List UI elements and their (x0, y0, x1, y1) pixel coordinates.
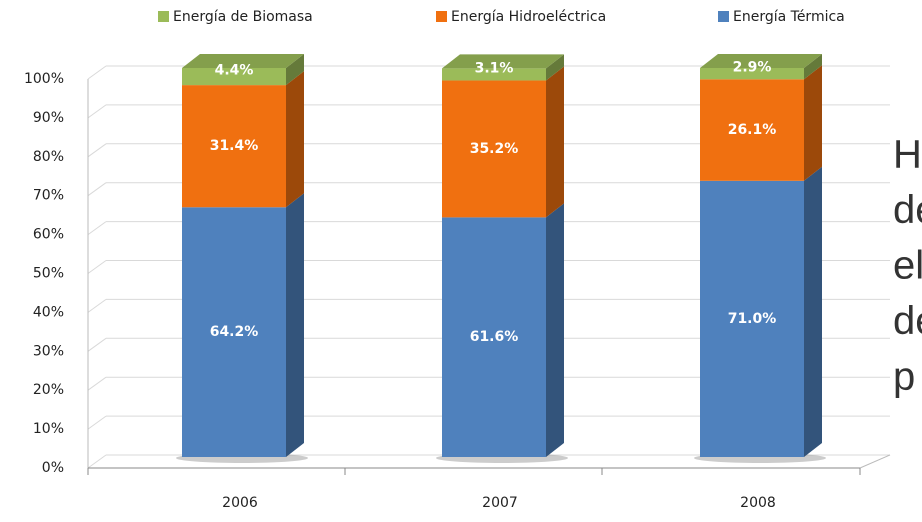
bar-side (546, 66, 564, 218)
bar-segment (182, 85, 286, 208)
value-label: 71.0% (728, 311, 777, 327)
value-label: 64.2% (210, 324, 259, 340)
grid-line (87, 143, 107, 158)
annotation: de (893, 299, 922, 343)
value-label: 61.6% (470, 329, 519, 345)
y-tick-label: 90% (33, 110, 64, 126)
grid-line (87, 260, 107, 274)
bar-segment (442, 80, 546, 218)
annotation: p (893, 355, 915, 399)
value-label: 2.9% (733, 60, 772, 76)
grid-line (87, 376, 107, 391)
y-tick-label: 40% (33, 304, 64, 320)
floor-edge (859, 454, 891, 469)
legend-label: Energía Hidroeléctrica (451, 9, 606, 25)
value-label: 35.2% (470, 141, 519, 157)
legend-label: Energía Térmica (733, 9, 845, 25)
bar-side (286, 193, 304, 457)
bar-segment (182, 68, 286, 86)
x-tick-label: 2006 (222, 495, 258, 511)
bar-side (546, 203, 564, 457)
bar-side (546, 54, 564, 81)
y-tick-label: 80% (33, 149, 64, 165)
bar-segment (442, 217, 546, 457)
bar-segment (700, 68, 804, 80)
y-tick-label: 70% (33, 188, 64, 204)
grid-line (87, 221, 107, 236)
grid-line (87, 65, 107, 80)
y-tick-label: 50% (33, 266, 64, 282)
grid-line (87, 182, 107, 197)
grid-line (87, 337, 107, 352)
annotation: el (893, 244, 922, 288)
legend-swatch (718, 11, 729, 22)
bar-segment (182, 207, 286, 457)
value-label: 3.1% (475, 60, 514, 76)
bar-top (700, 54, 822, 68)
value-label: 4.4% (215, 63, 254, 79)
bar-side (804, 166, 822, 457)
y-tick-label: 10% (33, 421, 64, 437)
y-tick-label: 100% (24, 71, 64, 87)
legend-swatch (436, 11, 447, 22)
annotation: de (893, 188, 922, 232)
bar-top (442, 54, 564, 69)
legend-label: Energía de Biomasa (173, 9, 313, 25)
bar-segment (700, 180, 804, 457)
bar-side (286, 54, 304, 86)
annotation: H (893, 133, 922, 177)
y-tick-label: 0% (42, 460, 64, 476)
y-tick-label: 60% (33, 227, 64, 243)
x-tick-label: 2008 (740, 495, 776, 511)
bar-segment (700, 79, 804, 181)
value-label: 26.1% (728, 122, 777, 138)
grid-line (87, 104, 107, 119)
legend-swatch (158, 11, 169, 22)
x-tick-label: 2007 (482, 495, 518, 511)
value-label: 31.4% (210, 138, 259, 154)
y-tick-label: 30% (33, 343, 64, 359)
grid-line (87, 415, 107, 430)
y-tick-label: 20% (33, 382, 64, 398)
bar-top (182, 54, 304, 68)
bar-side (804, 54, 822, 80)
grid-line (87, 298, 107, 313)
bar-side (286, 71, 304, 208)
grid-line (87, 454, 107, 469)
bar-side (804, 65, 822, 181)
bar-segment (442, 68, 546, 81)
